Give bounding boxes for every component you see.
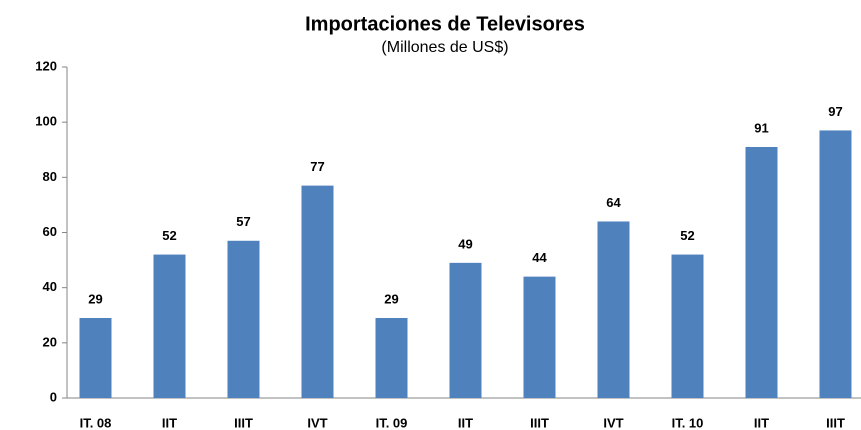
x-tick-label: IT. 10 [672, 415, 704, 430]
chart-subtitle: (Millones de US$) [381, 39, 508, 56]
x-tick-label: IIT [458, 415, 473, 430]
data-label: 44 [532, 250, 547, 265]
data-label: 52 [162, 228, 176, 243]
x-tick-label: IIT [754, 415, 769, 430]
x-tick-label: IVT [307, 415, 327, 430]
y-tick-label: 0 [50, 389, 57, 404]
x-tick-label: IIIT [826, 415, 845, 430]
bar [819, 130, 852, 399]
x-tick-label: IVT [603, 415, 623, 430]
y-tick-label: 120 [35, 58, 57, 73]
bar [745, 146, 778, 398]
y-tick-label: 40 [43, 279, 57, 294]
bar [153, 254, 186, 398]
x-tick-label: IIT [162, 415, 177, 430]
y-tick-label: 100 [35, 114, 57, 129]
bar [227, 240, 260, 398]
bar [375, 318, 408, 398]
data-label: 97 [828, 104, 842, 119]
y-tick-label: 60 [43, 224, 57, 239]
bar [523, 276, 556, 398]
x-tick-label: IIIT [234, 415, 253, 430]
bar [449, 262, 482, 398]
y-tick-label: 20 [43, 334, 57, 349]
data-label: 77 [310, 159, 324, 174]
data-label: 49 [458, 236, 472, 251]
bar [301, 185, 334, 398]
data-label: 64 [606, 195, 621, 210]
bar [671, 254, 704, 398]
data-label: 52 [680, 228, 694, 243]
data-label: 29 [88, 291, 102, 306]
x-tick-label: IT. 08 [80, 415, 112, 430]
data-label: 91 [754, 120, 768, 135]
data-label: 57 [236, 214, 250, 229]
chart-title: Importaciones de Televisores [305, 13, 585, 35]
data-label: 29 [384, 291, 398, 306]
bar [597, 221, 630, 398]
y-tick-label: 80 [43, 169, 57, 184]
x-tick-label: IIIT [530, 415, 549, 430]
x-tick-label: IT. 09 [376, 415, 408, 430]
bar [79, 318, 112, 398]
